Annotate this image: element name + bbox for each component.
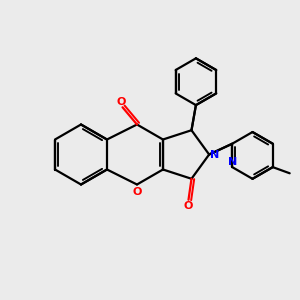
Text: N: N xyxy=(210,149,219,160)
Text: N: N xyxy=(228,157,237,167)
Text: O: O xyxy=(116,97,126,107)
Text: O: O xyxy=(184,201,193,212)
Text: O: O xyxy=(132,187,142,197)
